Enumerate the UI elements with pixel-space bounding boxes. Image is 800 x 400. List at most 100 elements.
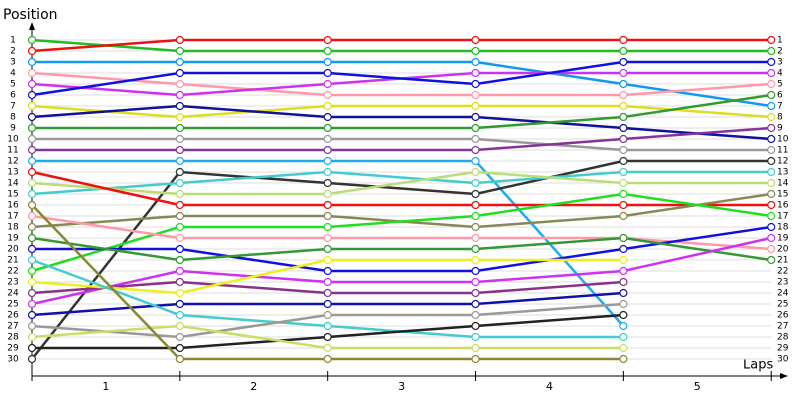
point: [619, 90, 628, 100]
x-tick-label: 1: [102, 380, 109, 393]
series-line: [31, 236, 772, 262]
y-tick-label-right: 9: [777, 124, 783, 134]
y-tick-label-right: 23: [777, 278, 788, 288]
point: [619, 156, 628, 166]
series-line: [31, 104, 772, 119]
y-tick-label: 27: [7, 322, 18, 332]
point: [471, 145, 480, 155]
point: [767, 134, 776, 144]
point: [175, 156, 184, 166]
y-tick-label: 16: [7, 201, 19, 211]
point: [767, 101, 776, 111]
point: [175, 255, 184, 265]
y-tick-label-right: 10: [777, 135, 789, 145]
point: [27, 112, 37, 122]
series-line: [31, 71, 772, 97]
point: [471, 189, 480, 199]
y-tick-label: 21: [7, 256, 18, 266]
y-tick-label: 14: [7, 179, 19, 189]
y-tick-label: 1: [10, 36, 16, 46]
y-tick-label-right: 16: [777, 201, 789, 211]
point: [767, 200, 776, 210]
y-tick-label: 15: [7, 190, 18, 200]
point: [767, 112, 776, 122]
point: [767, 233, 776, 243]
point: [619, 57, 628, 67]
y-tick-label: 26: [7, 311, 19, 321]
series-line: [31, 159, 772, 360]
point: [619, 79, 628, 89]
point: [471, 332, 480, 342]
y-tick-label: 17: [7, 212, 18, 222]
point: [767, 189, 776, 199]
point: [175, 145, 184, 155]
y-tick-label: 28: [7, 333, 19, 343]
point: [175, 266, 184, 276]
point: [175, 332, 184, 342]
point: [323, 222, 332, 232]
point: [767, 79, 776, 89]
y-tick-label: 12: [7, 157, 18, 167]
y-tick-label-right: 3: [777, 58, 783, 68]
point: [175, 222, 184, 232]
point: [27, 233, 37, 243]
point: [471, 310, 480, 320]
point: [27, 68, 37, 78]
y-tick-label-right: 7: [777, 102, 783, 112]
y-tick-label-right: 17: [777, 212, 788, 222]
series-line: [32, 126, 772, 152]
point: [471, 288, 480, 298]
point: [175, 299, 184, 309]
point: [619, 266, 628, 276]
y-tick-label: 9: [10, 124, 16, 134]
point: [471, 90, 480, 100]
point: [767, 167, 776, 177]
point: [767, 255, 776, 265]
y-tick-label-right: 15: [777, 190, 788, 200]
point: [619, 101, 628, 111]
series-line: [32, 93, 772, 130]
point: [27, 57, 37, 67]
y-tick-label-right: 18: [777, 223, 789, 233]
point: [27, 178, 37, 188]
y-tick-label-right: 11: [777, 146, 788, 156]
y-tick-label: 7: [10, 102, 16, 112]
point: [175, 178, 184, 188]
point: [27, 79, 37, 89]
point: [471, 123, 480, 133]
point: [27, 156, 37, 166]
y-tick-label: 5: [10, 80, 16, 90]
point: [619, 354, 628, 364]
point: [471, 321, 480, 331]
y-tick-label: 22: [7, 267, 18, 277]
point: [323, 332, 332, 342]
point: [323, 288, 332, 298]
point: [323, 101, 332, 111]
point: [471, 101, 480, 111]
point: [27, 244, 37, 254]
point: [27, 211, 37, 221]
y-arrow: [29, 22, 35, 30]
y-tick-label: 10: [7, 135, 19, 145]
y-tick-label-right: 27: [777, 322, 788, 332]
point: [767, 244, 776, 254]
point: [323, 354, 332, 364]
y-tick-label-right: 24: [777, 289, 789, 299]
y-tick-label-right: 21: [777, 256, 788, 266]
y-tick-label-right: 26: [777, 311, 789, 321]
point: [175, 354, 184, 364]
point: [175, 310, 184, 320]
point: [323, 46, 332, 56]
y-axis-title: Position: [3, 7, 58, 23]
point: [175, 167, 184, 177]
point: [27, 299, 37, 309]
point: [471, 112, 480, 122]
point: [175, 277, 184, 287]
series-markers: [27, 35, 776, 364]
point: [471, 244, 480, 254]
point: [767, 123, 776, 133]
x-tick-label: 2: [250, 380, 257, 393]
point: [619, 167, 628, 177]
x-tick-label: 4: [546, 380, 553, 393]
